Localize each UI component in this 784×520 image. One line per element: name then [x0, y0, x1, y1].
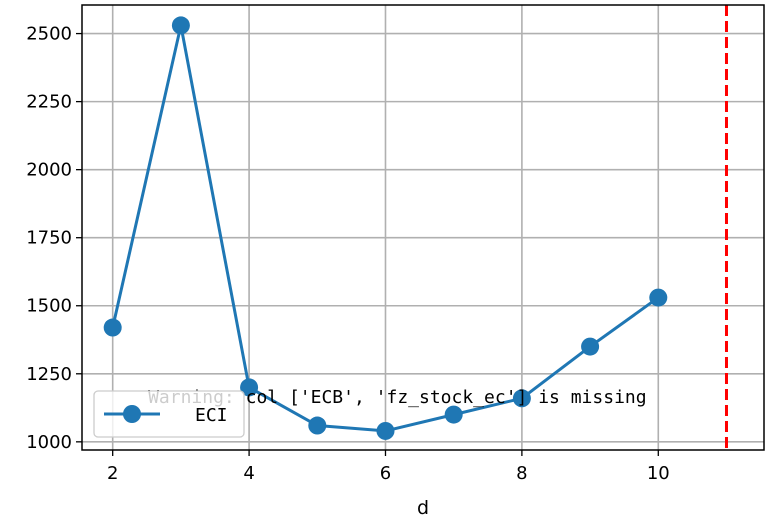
warning-annotation: Warning: col ['ECB', 'fz_stock_ec'] is m… [148, 387, 646, 408]
data-point [171, 16, 190, 35]
y-tick-label: 2250 [26, 92, 72, 113]
series-eci [103, 16, 668, 440]
data-point [581, 337, 600, 356]
x-tick-label: 10 [647, 463, 670, 484]
y-tick-label: 1500 [26, 296, 72, 317]
legend-box [93, 390, 245, 438]
plot-frame [81, 4, 765, 451]
y-tick-label: 1000 [26, 432, 72, 453]
x-tick-label: 6 [380, 463, 391, 484]
x-tick-label: 4 [243, 463, 254, 484]
data-point [103, 318, 122, 337]
data-point [512, 389, 531, 408]
x-axis-label: d [417, 497, 429, 519]
axis-ticks: 2 4 6 8 10 1000 1250 1500 1750 2000 2250 2500 [26, 24, 670, 484]
x-tick-label: 2 [107, 463, 118, 484]
y-tick-label: 1750 [26, 228, 72, 249]
data-point [308, 416, 327, 435]
y-tick-label: 2000 [26, 160, 72, 181]
x-tick-label: 8 [516, 463, 527, 484]
data-point [376, 421, 395, 440]
data-point [649, 288, 668, 307]
y-tick-label: 1250 [26, 364, 72, 385]
legend-marker [123, 405, 141, 423]
legend-label-eci: ECI [195, 405, 228, 426]
grid-lines [82, 5, 764, 450]
data-point [240, 378, 259, 397]
legend: ECI [93, 390, 245, 438]
data-point [444, 405, 463, 424]
y-tick-label: 2500 [26, 24, 72, 45]
